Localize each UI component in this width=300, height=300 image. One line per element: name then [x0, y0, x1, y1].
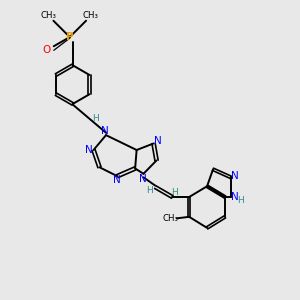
- Text: N: N: [154, 136, 162, 146]
- Text: O: O: [43, 45, 51, 55]
- Text: CH₃: CH₃: [163, 214, 179, 223]
- Text: H: H: [171, 188, 178, 197]
- Text: P: P: [66, 32, 74, 42]
- Text: N: N: [139, 173, 147, 184]
- Text: N: N: [101, 126, 108, 136]
- Text: H: H: [237, 196, 244, 205]
- Text: N: N: [231, 192, 239, 202]
- Text: H: H: [92, 113, 99, 122]
- Text: CH₃: CH₃: [41, 11, 57, 20]
- Text: N: N: [231, 171, 239, 181]
- Text: H: H: [146, 186, 153, 195]
- Text: CH₃: CH₃: [82, 11, 99, 20]
- Text: N: N: [113, 175, 121, 185]
- Text: N: N: [85, 145, 93, 155]
